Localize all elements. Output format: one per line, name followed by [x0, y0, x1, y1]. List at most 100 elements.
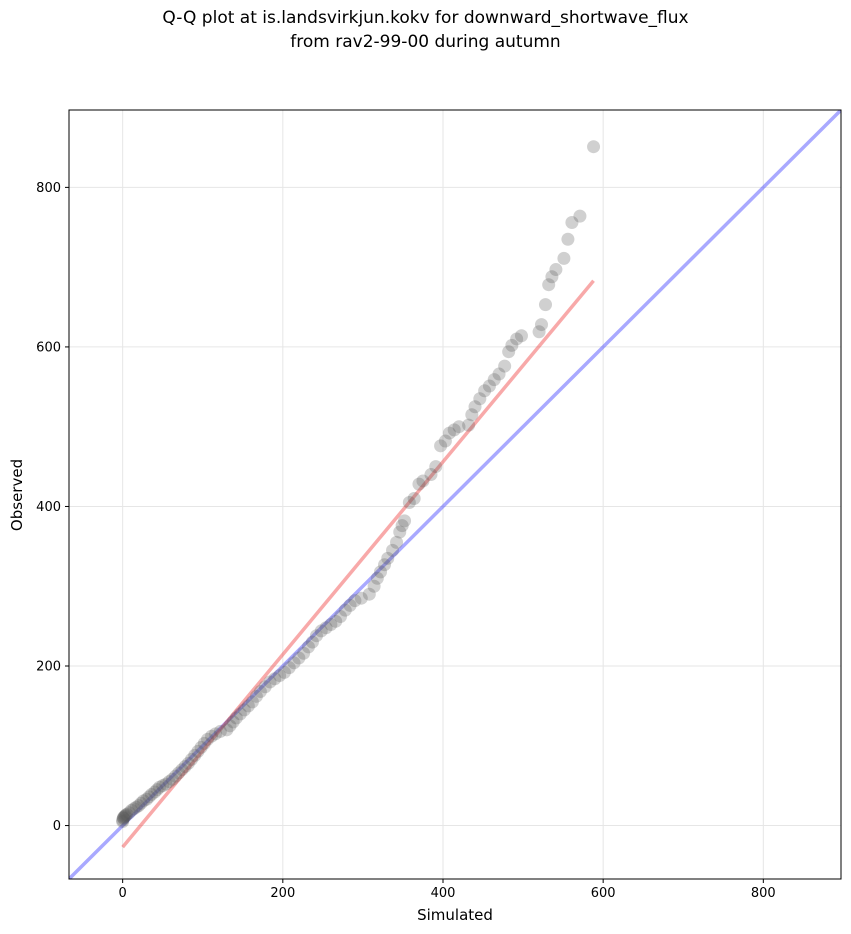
qq-point	[116, 811, 130, 825]
qq-point	[573, 209, 587, 223]
qq-point	[487, 373, 501, 387]
qq-point	[367, 579, 381, 593]
qq-point	[273, 669, 287, 683]
x-axis-label: Simulated	[417, 906, 493, 924]
axes-frame	[68, 109, 842, 880]
qq-point	[424, 468, 438, 482]
qq-point	[258, 680, 272, 694]
qq-point	[398, 514, 412, 528]
qq-point	[120, 807, 134, 821]
x-tick-label: 0	[119, 886, 127, 901]
chart-title-line-2: from rav2-99-00 during autumn	[290, 32, 561, 52]
qq-point	[452, 420, 466, 434]
qq-point	[213, 724, 227, 738]
qq-point	[245, 695, 259, 709]
qq-point	[309, 629, 323, 643]
qq-point	[297, 646, 311, 660]
qq-point	[287, 656, 301, 670]
qq-point	[561, 232, 575, 246]
qq-point	[136, 794, 150, 808]
qq-point	[181, 756, 195, 770]
qq-point	[505, 338, 519, 352]
grid	[69, 110, 841, 879]
qq-point	[292, 651, 306, 665]
y-tick-label: 200	[36, 660, 61, 675]
qq-point	[549, 263, 563, 277]
qq-point	[314, 624, 328, 638]
qq-point	[378, 558, 392, 572]
qq-point	[393, 525, 407, 539]
qq-point	[175, 763, 189, 777]
qq-point	[119, 808, 133, 822]
qq-point	[241, 699, 255, 713]
qq-point	[386, 543, 400, 557]
y-tick-label: 0	[53, 819, 61, 834]
qq-point	[134, 796, 148, 810]
qq-point	[223, 719, 237, 733]
qq-point	[156, 779, 170, 793]
qq-point	[429, 460, 443, 474]
qq-point	[277, 665, 291, 679]
qq-point	[140, 792, 154, 806]
qq-point	[178, 760, 192, 774]
qq-point	[482, 379, 496, 393]
chart-title-line-1: Q-Q plot at is.landsvirkjun.kokv for dow…	[162, 8, 689, 28]
x-tick-label: 400	[431, 886, 456, 901]
qq-point	[447, 423, 461, 437]
qq-point	[209, 727, 223, 741]
qq-point	[301, 640, 315, 654]
qq-point	[117, 810, 131, 824]
qq-point	[118, 809, 132, 823]
qq-point	[159, 777, 173, 791]
qq-point	[412, 477, 426, 491]
qq-point	[557, 251, 571, 265]
y-tick-label: 400	[36, 500, 61, 515]
qq-point	[333, 610, 347, 624]
qq-point	[124, 803, 138, 817]
qq-point	[253, 685, 267, 699]
qq-point	[348, 594, 362, 608]
qq-point	[370, 571, 384, 585]
y-axis-label: Observed	[8, 459, 26, 531]
qq-point	[492, 367, 506, 381]
qq-point	[442, 426, 456, 440]
y-tick-label: 600	[36, 340, 61, 355]
qq-point	[354, 591, 368, 605]
qq-point	[565, 215, 579, 229]
qq-point	[343, 598, 357, 612]
qq-point	[152, 780, 166, 794]
qq-point	[473, 392, 487, 406]
qq-point	[478, 384, 492, 398]
qq-point	[205, 729, 219, 743]
qq-point	[162, 775, 176, 789]
qq-point	[542, 278, 556, 292]
x-tick-label: 600	[591, 886, 616, 901]
qq-point	[263, 675, 277, 689]
qq-point	[329, 614, 343, 628]
identity-line	[69, 110, 841, 879]
qq-point	[532, 325, 546, 339]
qq-point	[514, 329, 528, 343]
qq-point	[116, 811, 130, 825]
qq-point	[319, 621, 333, 635]
qq-point	[191, 744, 205, 758]
qq-point	[165, 772, 179, 786]
plot-area	[69, 110, 841, 879]
x-axis-ticks: 0 200 400 600 800	[119, 879, 776, 901]
qq-point	[268, 672, 282, 686]
qq-point	[502, 345, 516, 359]
qq-point	[201, 732, 215, 746]
qq-point	[538, 298, 552, 312]
qq-point	[587, 140, 601, 154]
qq-point	[395, 519, 409, 533]
qq-point	[129, 800, 143, 814]
qq-point	[127, 802, 141, 816]
qq-point	[220, 723, 234, 737]
qq-point	[172, 766, 186, 780]
qq-point	[188, 748, 202, 762]
qq-point	[132, 799, 146, 813]
qq-point	[381, 551, 395, 565]
qq-point	[282, 661, 296, 675]
